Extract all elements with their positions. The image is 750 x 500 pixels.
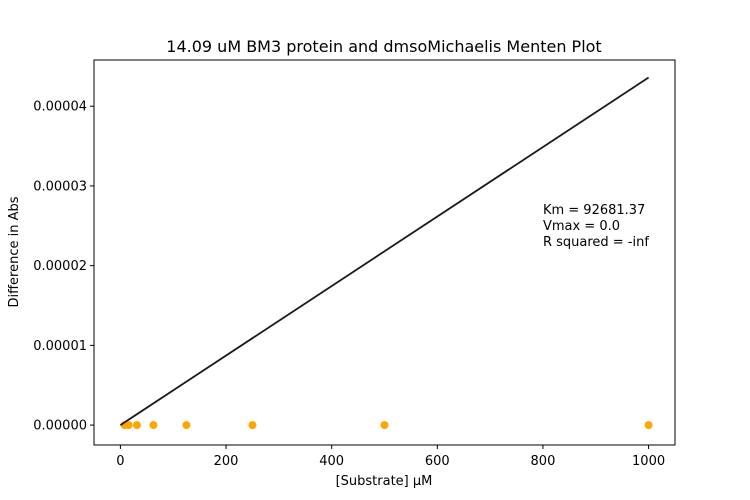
y-tick-label: 0.00002 (33, 259, 87, 274)
y-tick-label: 0.00000 (33, 419, 87, 434)
y-tick-label: 0.00001 (33, 339, 87, 354)
data-point (380, 421, 389, 430)
x-tick-label: 800 (531, 454, 556, 469)
data-point (182, 421, 191, 430)
y-axis-ticks: 0.00000 0.00001 0.00002 0.00003 0.00004 (33, 100, 94, 434)
x-tick-label: 200 (214, 454, 239, 469)
y-axis-label: Difference in Abs (7, 196, 22, 307)
x-tick-label: 0 (116, 454, 124, 469)
fit-line (119, 76, 650, 426)
annotation-line: R squared = -inf (543, 235, 649, 250)
y-tick-label: 0.00003 (33, 179, 87, 194)
chart-title: 14.09 uM BM3 protein and dmsoMichaelis M… (166, 37, 601, 56)
annotation-line: Vmax = 0.0 (543, 219, 620, 234)
data-point (124, 421, 133, 430)
x-tick-label: 400 (319, 454, 344, 469)
y-tick-label: 0.00004 (33, 100, 87, 115)
data-point (248, 421, 257, 430)
data-point (644, 421, 653, 430)
series-layer (119, 76, 653, 430)
x-axis-label: [Substrate] μM (336, 474, 433, 489)
plot-area (93, 59, 676, 446)
data-point (132, 421, 141, 430)
x-tick-label: 600 (425, 454, 450, 469)
x-tick-label: 1000 (632, 454, 665, 469)
x-axis-ticks: 0 200 400 600 800 1000 (116, 445, 665, 469)
annotation-line: Km = 92681.37 (543, 203, 645, 218)
data-point (149, 421, 158, 430)
